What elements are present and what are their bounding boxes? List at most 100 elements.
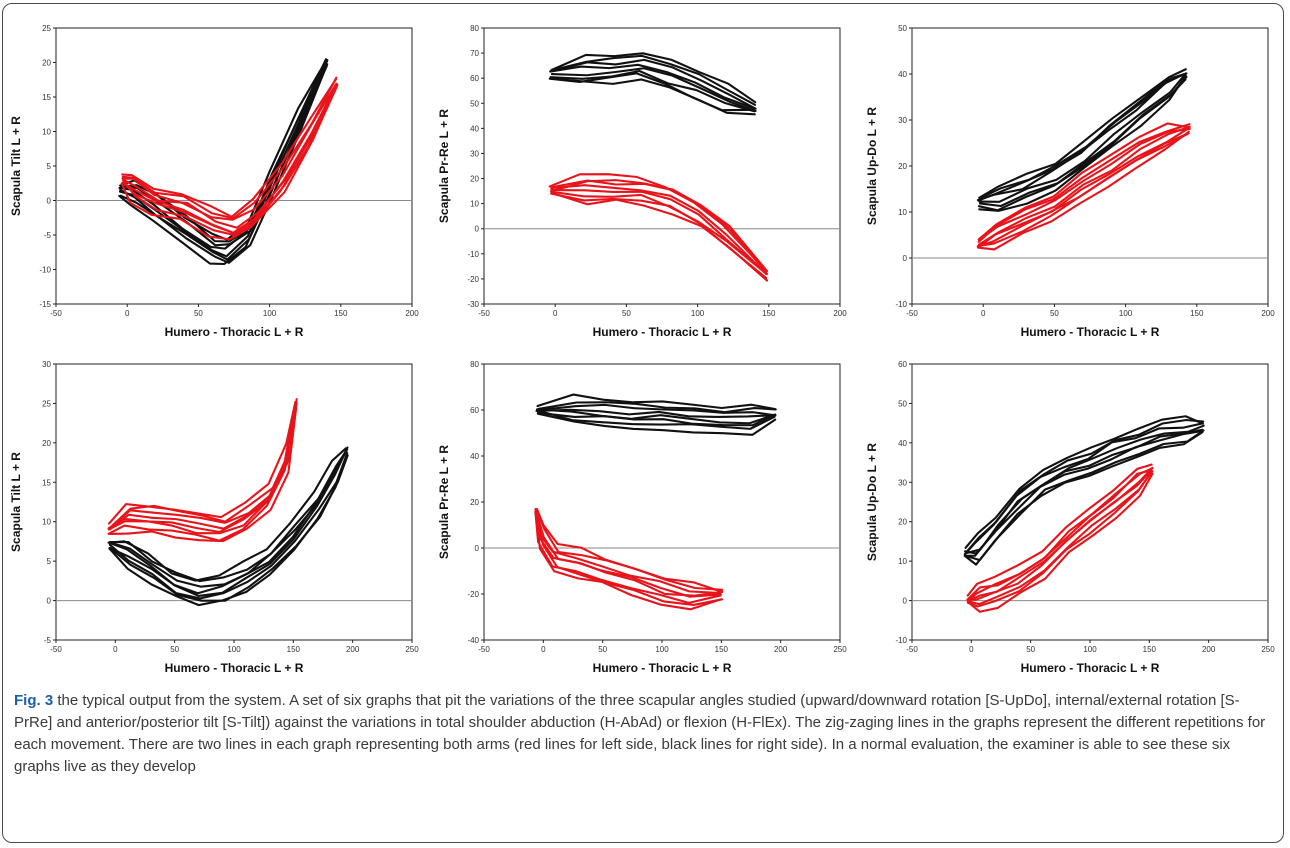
series-red-repetition-line (109, 401, 298, 529)
y-tick-label: 20 (42, 59, 51, 68)
series-red-repetition-line (977, 125, 1191, 246)
y-tick-label: 0 (903, 597, 908, 606)
series-red-repetition-line (977, 127, 1191, 242)
y-axis-label: Scapula Tilt L + R (9, 116, 23, 216)
x-tick-label: 100 (691, 309, 705, 318)
series-black-repetition-line (965, 429, 1205, 562)
series-red-repetition-line (108, 400, 297, 525)
chart-bottom-right-scapula-up-do: -50 0 50 100 150 200 250 -10 0 10 20 30 40 50 60 Humero… (860, 350, 1280, 680)
x-tick-label: 100 (1119, 309, 1133, 318)
series-black-repetition-line (108, 452, 349, 600)
series-red-repetition-line (534, 511, 722, 598)
chart-top-left-scapula-tilt: -50 0 50 100 150 200 -15 -10 -5 0 5 10 15 20 25 Humero … (4, 14, 424, 344)
series-black-repetition-line (535, 408, 776, 425)
y-tick-label: 0 (475, 544, 480, 553)
chart-svg: -50 0 50 100 150 200 -10 0 10 20 30 40 50 Humero - Th… (865, 24, 1275, 339)
y-tick-label: 60 (470, 74, 479, 83)
y-tick-label: 25 (42, 399, 51, 408)
y-tick-label: 10 (470, 200, 479, 209)
y-tick-label: 20 (470, 175, 479, 184)
x-tick-label: 50 (1050, 309, 1059, 318)
y-tick-label: 5 (47, 162, 52, 171)
x-tick-label: 100 (227, 645, 241, 654)
x-tick-label: 0 (553, 309, 558, 318)
series-black-repetition-line (977, 73, 1186, 202)
series-red-repetition-line (122, 83, 339, 229)
y-axis-label: Scapula Up-Do L + R (865, 107, 879, 225)
x-tick-label: 150 (334, 309, 348, 318)
series-black-repetition-line (549, 63, 755, 110)
series-red-repetition-line (550, 192, 768, 280)
chart-svg: -50 0 50 100 150 200 250 -40 -20 0 20 40 60 80 Humero … (437, 360, 847, 675)
figure-label: Fig. 3 (14, 692, 54, 709)
y-tick-label: 60 (470, 406, 479, 415)
x-tick-label: 50 (1026, 645, 1035, 654)
series-black-repetition-line (536, 411, 777, 427)
series-black-repetition-line (107, 447, 347, 582)
plot-area (55, 363, 413, 641)
series-red-repetition-line (121, 78, 337, 218)
y-tick-label: 0 (47, 197, 52, 206)
y-tick-label: 10 (42, 518, 51, 527)
series-red-repetition-line (967, 466, 1154, 602)
x-tick-label: 200 (1202, 645, 1216, 654)
y-tick-label: 30 (470, 149, 479, 158)
x-tick-label: 250 (1261, 645, 1275, 654)
chart-bottom-middle-scapula-pr-re: -50 0 50 100 150 200 250 -40 -20 0 20 40 60 80 Humero … (432, 350, 852, 680)
y-axis-label: Scapula Up-Do L + R (865, 443, 879, 561)
chart-top-middle-scapula-pr-re: -50 0 50 100 150 200 -30 -20 -10 0 10 20 30 40 50 60 70 8… (432, 14, 852, 344)
y-tick-label: 10 (42, 128, 51, 137)
series-black-repetition-line (536, 409, 776, 430)
series-black-repetition-line (536, 412, 777, 436)
series-red-repetition-line (976, 132, 1190, 248)
series-black-repetition-line (978, 72, 1188, 203)
chart-svg: -50 0 50 100 150 200 250 -10 0 10 20 30 40 50 60 Humero… (865, 360, 1275, 675)
x-tick-label: 250 (405, 645, 419, 654)
series-black-repetition-line (978, 72, 1188, 200)
y-tick-label: 80 (470, 24, 479, 33)
series-red-repetition-line (122, 82, 338, 237)
plot-area (55, 27, 413, 305)
series-red-repetition-line (967, 470, 1154, 606)
x-tick-label: 50 (194, 309, 203, 318)
series-black-repetition-line (550, 52, 757, 104)
figure-frame (2, 3, 1284, 843)
series-black-repetition-line (535, 408, 775, 418)
series-black-repetition-line (978, 75, 1188, 208)
series-red-repetition-line (967, 472, 1154, 613)
series-black-repetition-line (550, 67, 757, 113)
x-tick-label: 150 (287, 645, 301, 654)
x-axis-label: Humero - Thoracic L + R (593, 325, 732, 339)
y-tick-label: 20 (898, 162, 907, 171)
series-red-repetition-line (534, 510, 722, 604)
x-tick-label: 150 (1190, 309, 1204, 318)
x-tick-label: 200 (1261, 309, 1275, 318)
series-black-repetition-line (978, 74, 1187, 212)
series-red-repetition-line (548, 173, 766, 271)
x-axis-label: Humero - Thoracic L + R (1021, 325, 1160, 339)
x-tick-label: 0 (541, 645, 546, 654)
y-tick-label: 25 (42, 24, 51, 33)
y-tick-label: -5 (44, 636, 52, 645)
y-tick-label: -20 (467, 590, 479, 599)
y-axis-label: Scapula Tilt L + R (9, 452, 23, 552)
x-tick-label: 200 (774, 645, 788, 654)
x-tick-label: -50 (50, 309, 62, 318)
series-red-repetition-line (121, 83, 338, 234)
series-red-repetition-line (967, 467, 1154, 600)
chart-top-right-scapula-up-do: -50 0 50 100 150 200 -10 0 10 20 30 40 50 Humero - Th… (860, 14, 1280, 344)
x-tick-label: 0 (981, 309, 986, 318)
y-tick-label: 50 (470, 99, 479, 108)
y-tick-label: -10 (895, 636, 907, 645)
x-tick-label: 100 (263, 309, 277, 318)
series-black-repetition-line (108, 448, 349, 583)
x-tick-label: 50 (622, 309, 631, 318)
y-tick-label: 0 (903, 254, 908, 263)
y-tick-label: 0 (475, 225, 480, 234)
x-axis-label: Humero - Thoracic L + R (165, 325, 304, 339)
y-tick-label: 10 (898, 208, 907, 217)
y-tick-label: -15 (39, 300, 51, 309)
chart-svg: -50 0 50 100 150 200 -30 -20 -10 0 10 20 30 40 50 60 70 8… (437, 24, 847, 339)
x-axis-label: Humero - Thoracic L + R (165, 661, 304, 675)
